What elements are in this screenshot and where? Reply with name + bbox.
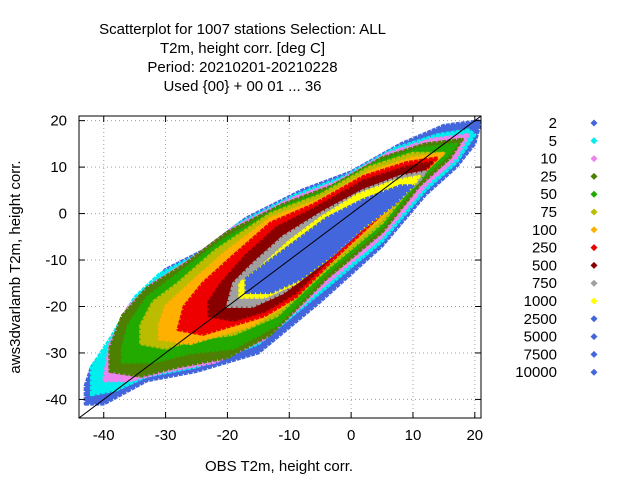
legend-marker-50 bbox=[590, 190, 598, 198]
legend-label-500: 500 bbox=[532, 257, 557, 274]
y-tick-label-0: -40 bbox=[45, 391, 67, 408]
chart-title-line-2: T2m, height corr. [deg C] bbox=[159, 40, 326, 57]
legend-label-25: 25 bbox=[540, 168, 557, 185]
y-tick-label-5: 10 bbox=[50, 159, 67, 176]
legend-label-250: 250 bbox=[532, 240, 557, 257]
legend-marker-5000 bbox=[590, 333, 598, 341]
legend-label-100: 100 bbox=[532, 222, 557, 239]
legend-label-5: 5 bbox=[549, 133, 557, 150]
legend-marker-2500 bbox=[590, 315, 598, 323]
legend-label-5000: 5000 bbox=[524, 329, 557, 346]
chart-title-line-4: Used {00} + 00 01 ... 36 bbox=[163, 78, 322, 95]
chart-title-line-3: Period: 20210201-20210228 bbox=[147, 59, 338, 76]
legend-label-50: 50 bbox=[540, 186, 557, 203]
y-axis-ticks: -40 -30 -20 -10 0 10 20 bbox=[45, 113, 481, 408]
legend-label-2: 2 bbox=[549, 115, 557, 132]
x-tick-label-1: -30 bbox=[155, 427, 177, 444]
legend-marker-75 bbox=[590, 208, 598, 216]
legend-marker-1000 bbox=[590, 297, 598, 305]
legend-marker-5 bbox=[590, 137, 598, 145]
chart-title-line-1: Scatterplot for 1007 stations Selection:… bbox=[99, 21, 386, 38]
x-axis-label: OBS T2m, height corr. bbox=[205, 458, 353, 475]
legend-label-75: 75 bbox=[540, 204, 557, 221]
x-tick-label-5: 10 bbox=[405, 427, 422, 444]
legend-marker-750 bbox=[590, 279, 598, 287]
legend-marker-100 bbox=[590, 226, 598, 234]
legend-label-2500: 2500 bbox=[524, 311, 557, 328]
plot-frame bbox=[78, 115, 482, 419]
legend-marker-7500 bbox=[590, 350, 598, 358]
legend: 2510255075100250500750100025005000750010… bbox=[515, 115, 598, 381]
legend-label-10000: 10000 bbox=[515, 364, 557, 381]
legend-label-7500: 7500 bbox=[524, 346, 557, 363]
x-tick-label-6: 20 bbox=[466, 427, 483, 444]
legend-marker-25 bbox=[590, 172, 598, 180]
x-tick-label-4: 0 bbox=[347, 427, 355, 444]
x-tick-label-0: -40 bbox=[93, 427, 115, 444]
density-band-2500 bbox=[244, 184, 415, 295]
y-tick-label-2: -20 bbox=[45, 298, 67, 315]
legend-marker-250 bbox=[590, 244, 598, 252]
y-tick-label-4: 0 bbox=[59, 206, 67, 223]
diagonal-line bbox=[79, 116, 481, 418]
legend-marker-500 bbox=[590, 261, 598, 269]
x-tick-label-2: -20 bbox=[217, 427, 239, 444]
y-tick-label-6: 20 bbox=[50, 113, 67, 130]
legend-label-1000: 1000 bbox=[524, 293, 557, 310]
y-tick-label-3: -10 bbox=[45, 252, 67, 269]
legend-label-750: 750 bbox=[532, 275, 557, 292]
y-tick-label-1: -30 bbox=[45, 345, 67, 362]
x-axis-ticks: -40 -30 -20 -10 0 10 20 bbox=[93, 116, 483, 444]
legend-marker-10 bbox=[590, 155, 598, 163]
y-axis-label: aws3dvarlamb T2m, height corr. bbox=[7, 160, 24, 373]
one-to-one-line bbox=[79, 116, 481, 418]
x-tick-label-3: -10 bbox=[278, 427, 300, 444]
legend-marker-10000 bbox=[590, 368, 598, 376]
density-bands bbox=[83, 119, 481, 406]
legend-label-10: 10 bbox=[540, 151, 557, 168]
legend-marker-2 bbox=[590, 119, 598, 127]
